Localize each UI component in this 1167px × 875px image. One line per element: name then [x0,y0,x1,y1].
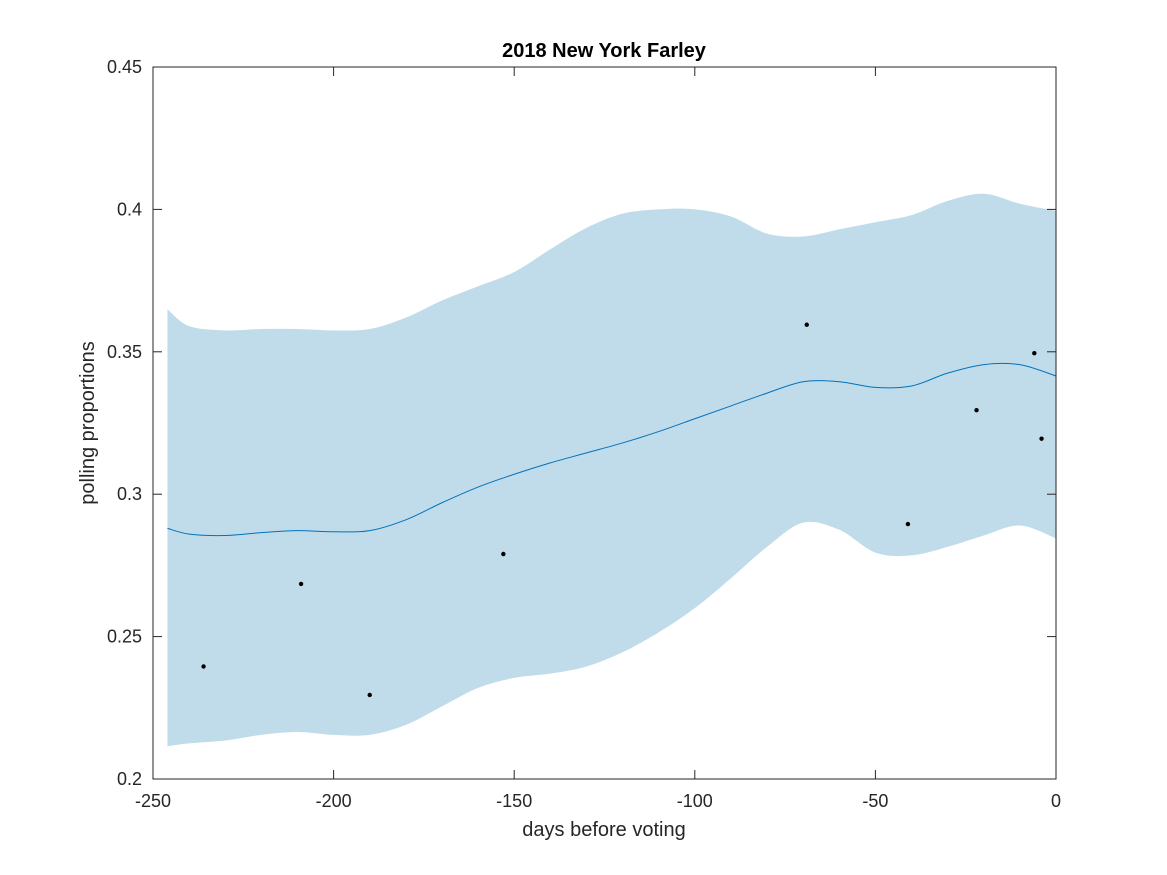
x-tick-label: -100 [677,791,713,811]
data-point [201,664,206,669]
data-point [905,521,911,527]
y-tick-label: 0.2 [117,769,142,789]
confidence-band [167,193,1056,747]
axes-frame [152,66,1057,780]
y-tick-label: 0.3 [117,484,142,504]
x-tick-label: 0 [1051,791,1061,811]
data-points [201,322,1044,698]
data-point [974,407,979,413]
data-point [1032,351,1037,356]
y-axis-label: polling proportions [77,341,99,504]
x-axis-ticks: -250 -200 -150 -100 -50 0 [135,67,1061,811]
data-point [804,322,809,327]
x-tick-label: -200 [316,791,352,811]
y-tick-label: 0.45 [107,57,142,77]
data-point [501,551,506,557]
chart-title: 2018 New York Farley [502,40,707,62]
x-tick-label: -50 [862,791,888,811]
y-tick-label: 0.25 [107,627,142,647]
data-point [298,581,304,587]
y-tick-label: 0.35 [107,342,142,362]
y-axis-ticks: 0.2 0.25 0.3 0.35 0.4 0.45 [107,57,1056,789]
x-tick-label: -250 [135,791,171,811]
data-point [367,692,372,698]
data-point [1039,436,1044,441]
x-axis-label: days before voting [522,819,685,841]
y-tick-label: 0.4 [117,199,142,219]
x-tick-label: -150 [496,791,532,811]
mean-line [167,362,1057,537]
